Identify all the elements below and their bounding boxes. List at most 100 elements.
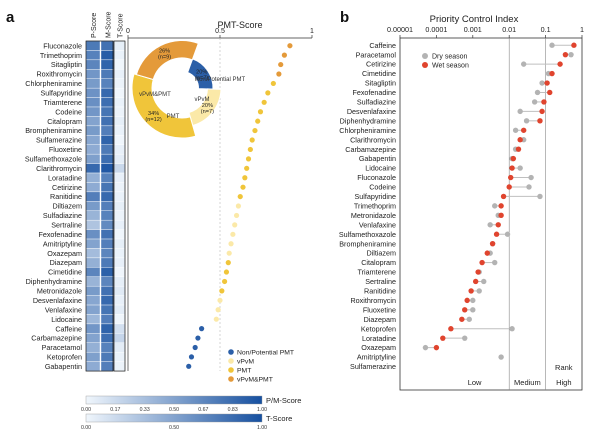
dry-season-dot bbox=[481, 278, 487, 285]
drug-label: Trimethoprim bbox=[354, 201, 396, 210]
heat-cell-t bbox=[113, 50, 126, 61]
colorbar-t-label: T-Score bbox=[266, 414, 292, 423]
heat-cell-m bbox=[100, 276, 115, 287]
heat-cell-t bbox=[113, 172, 126, 183]
wet-season-dot bbox=[537, 118, 543, 124]
dry-season-dot bbox=[462, 335, 468, 341]
dry-season-dot bbox=[504, 231, 511, 237]
heat-cell-t bbox=[113, 238, 126, 249]
dry-season-dot bbox=[549, 42, 555, 48]
drug-label: Metronidazole bbox=[37, 287, 82, 296]
dry-season-dot bbox=[422, 344, 429, 351]
heat-cell-p bbox=[85, 276, 101, 287]
heatmap bbox=[85, 40, 126, 372]
pmt-dot bbox=[287, 43, 293, 49]
heat-cell-m bbox=[100, 87, 115, 98]
rank-label: Medium bbox=[514, 378, 541, 387]
drug-label: Carbamazepine bbox=[31, 334, 82, 343]
heat-cell-p bbox=[85, 248, 101, 259]
x-tick-label: 1 bbox=[310, 28, 314, 35]
colorbar-pm-tick: 0.33 bbox=[140, 407, 150, 413]
heat-cell-t bbox=[113, 304, 126, 315]
drug-label: Caffeine bbox=[369, 41, 396, 50]
heat-cell-m bbox=[100, 125, 115, 136]
legend-label: Dry season bbox=[432, 54, 468, 61]
legend-swatch bbox=[422, 62, 428, 68]
heat-cell-p bbox=[85, 125, 101, 136]
pci-plot-frame bbox=[399, 37, 583, 391]
pmt-dot bbox=[240, 184, 246, 190]
colorbar-t bbox=[85, 413, 263, 423]
drug-label: Carbamazepine bbox=[345, 145, 396, 154]
legend-swatch bbox=[228, 358, 234, 364]
drug-label: Sulfamethoxazole bbox=[25, 155, 82, 164]
heat-cell-t bbox=[113, 229, 126, 240]
heat-cell-p bbox=[85, 116, 101, 127]
drug-label: Sulfamethoxazole bbox=[339, 230, 396, 239]
pmt-dot bbox=[223, 269, 230, 275]
drug-label: Sitagliptin bbox=[51, 60, 82, 69]
heat-cell-m bbox=[100, 97, 115, 108]
wet-season-dot bbox=[541, 99, 547, 105]
pmt-dot bbox=[281, 52, 287, 58]
heat-cell-m bbox=[100, 285, 115, 296]
heat-cell-m bbox=[100, 182, 115, 193]
heat-cell-t bbox=[113, 40, 126, 51]
wet-season-dot bbox=[462, 307, 468, 313]
drug-label: Cimetidine bbox=[48, 268, 82, 277]
dry-season-dot bbox=[520, 61, 527, 67]
season-legend: Dry season Wet season bbox=[422, 53, 469, 70]
drug-label: Citalopram bbox=[47, 117, 82, 126]
donut-inner-label: PMT bbox=[167, 114, 180, 120]
wet-season-dot bbox=[440, 335, 446, 341]
dry-season-dot bbox=[492, 259, 498, 266]
heat-cell-p bbox=[85, 323, 101, 334]
wet-season-dot bbox=[544, 80, 550, 86]
pmt-dot bbox=[249, 137, 255, 143]
pmt-dot bbox=[195, 335, 201, 341]
heat-cell-p bbox=[85, 163, 101, 174]
heat-cell-t bbox=[113, 333, 126, 343]
heat-cell-t bbox=[113, 153, 126, 164]
pmt-dot bbox=[226, 250, 232, 256]
drug-label: Fluoxetine bbox=[49, 145, 82, 154]
drug-label: Cetirizine bbox=[366, 60, 396, 69]
drug-label: Brompheniramine bbox=[339, 239, 396, 248]
dry-season-dot bbox=[539, 80, 545, 86]
pmt-dot bbox=[237, 193, 243, 200]
dry-season-dot bbox=[476, 288, 482, 294]
heat-cell-t bbox=[113, 210, 126, 221]
wet-season-dot bbox=[510, 155, 517, 162]
legend-swatch bbox=[422, 53, 428, 59]
drug-label: Diltiazem bbox=[366, 249, 396, 258]
drug-label: Fexofenadine bbox=[38, 230, 82, 239]
drug-label: Desvenlafaxine bbox=[33, 296, 82, 305]
dry-season-dot bbox=[537, 193, 543, 200]
heatmap-column-header: P-Score bbox=[91, 13, 98, 38]
pmt-legend: Non/Potential PMT vPvM PMT vPvM&PMT bbox=[228, 349, 294, 383]
dry-season-dot bbox=[498, 354, 504, 360]
x-tick-label: 0.5 bbox=[215, 28, 225, 35]
heat-cell-t bbox=[113, 314, 126, 325]
heat-cell-p bbox=[85, 229, 101, 240]
colorbar-pm-tick: 0.83 bbox=[228, 407, 238, 413]
heat-cell-t bbox=[113, 285, 126, 296]
pmt-dots bbox=[186, 43, 293, 369]
dry-season-dot bbox=[531, 99, 538, 105]
dry-season-dot bbox=[523, 118, 530, 124]
dry-season-dot bbox=[492, 203, 498, 209]
drug-label: Roxithromycin bbox=[350, 296, 396, 305]
dry-season-dot bbox=[509, 326, 515, 332]
legend-label: PMT bbox=[237, 367, 251, 374]
heat-cell-t bbox=[113, 125, 126, 136]
wet-season-dot bbox=[493, 231, 500, 237]
heat-cell-t bbox=[113, 267, 126, 277]
heat-cell-p bbox=[85, 342, 101, 353]
rank-labels: Rank Low Medium High bbox=[468, 363, 573, 387]
colorbar-pm-tick: 0.50 bbox=[169, 407, 179, 413]
pmt-dot bbox=[186, 363, 192, 369]
dry-season-dot bbox=[526, 184, 532, 190]
drug-label: Chlorpheniramine bbox=[339, 126, 396, 135]
wet-season-dot bbox=[517, 137, 523, 143]
